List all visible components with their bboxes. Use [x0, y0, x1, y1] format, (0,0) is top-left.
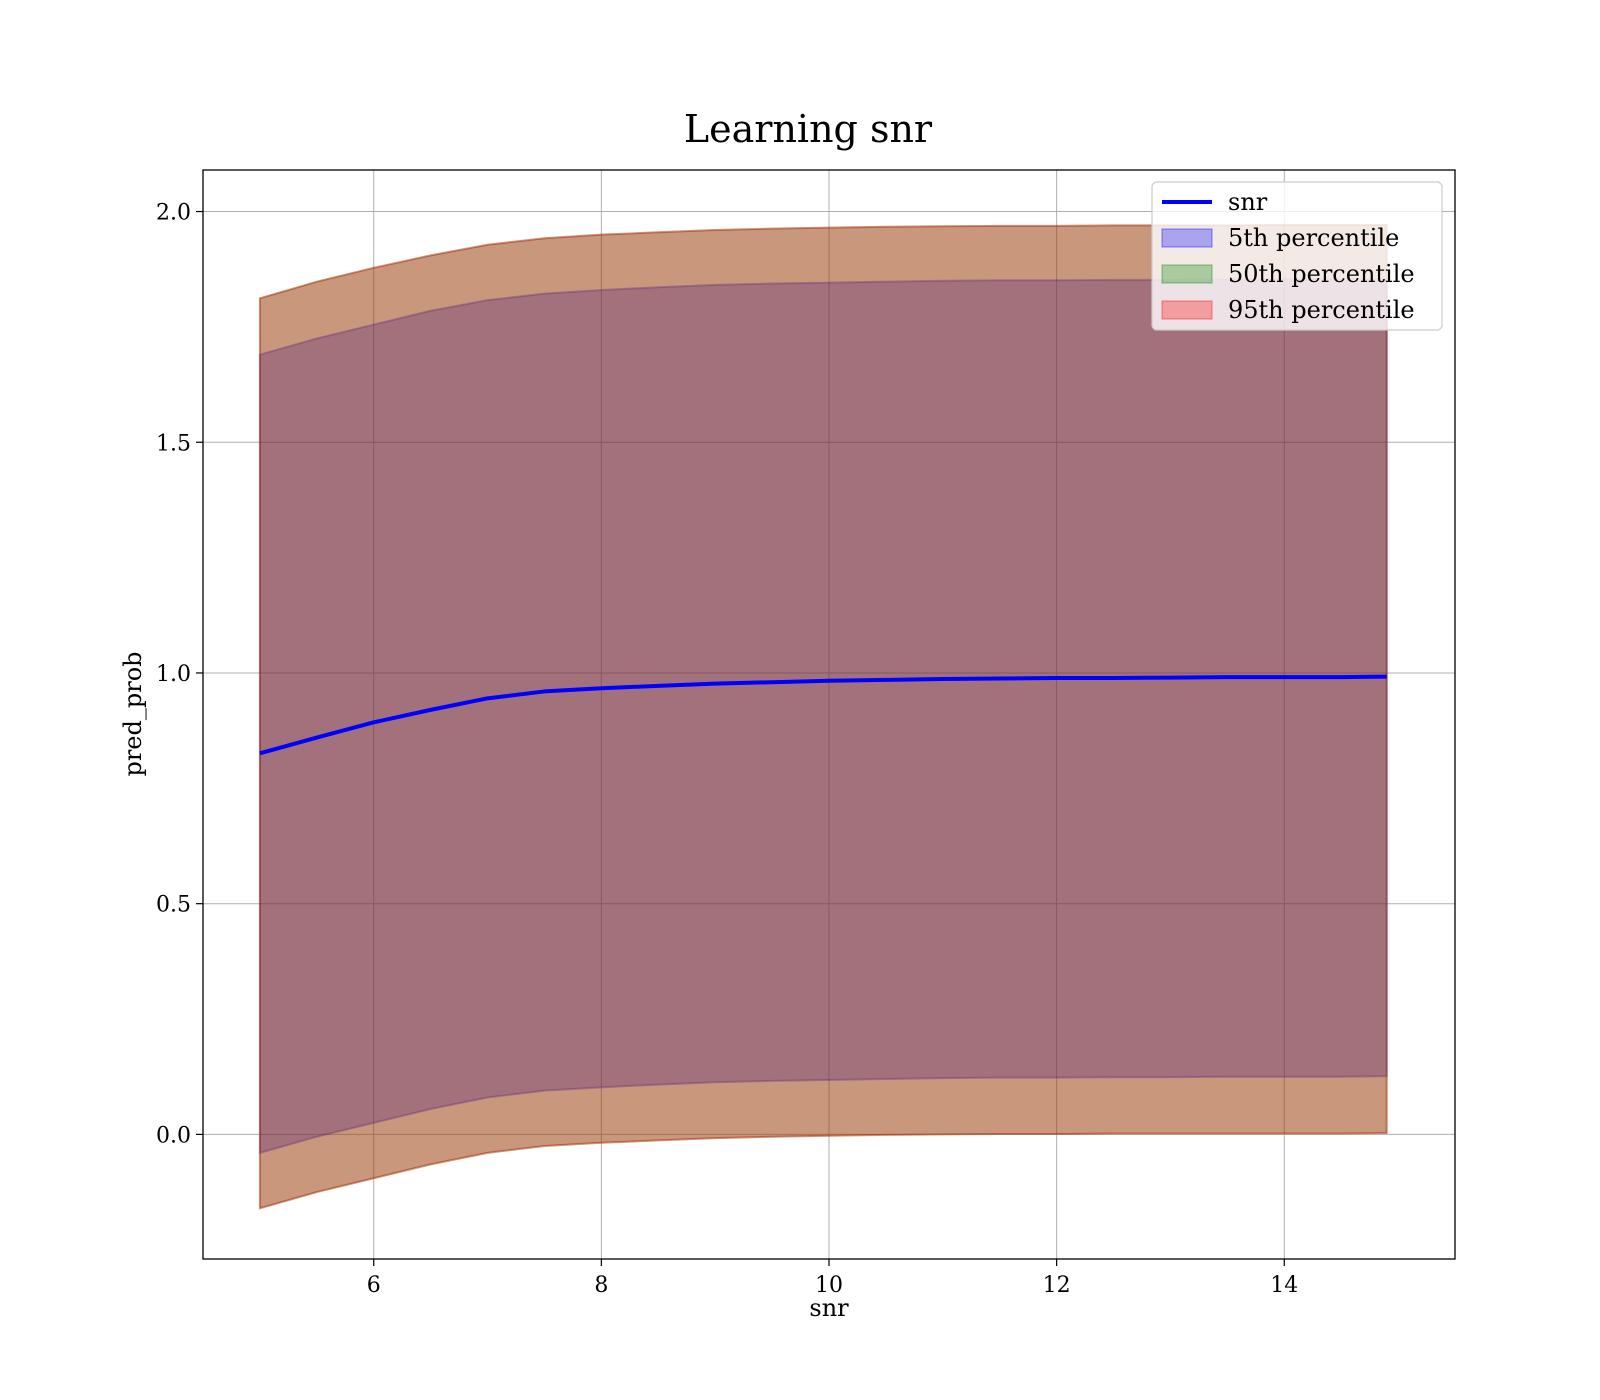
- legend-swatch-3: [1161, 300, 1213, 320]
- band-3: [258, 223, 1388, 1210]
- x-tick-label: 10: [815, 1273, 843, 1298]
- series-line-group: [259, 674, 1387, 756]
- y-axis-label: pred_prob: [119, 651, 147, 776]
- legend-box: [1151, 181, 1443, 331]
- chart-title: Learning snr: [684, 107, 933, 151]
- x-tick-label: 6: [367, 1273, 381, 1298]
- legend-label-1: 5th percentile: [1228, 224, 1399, 252]
- series-line-snr: [259, 674, 1387, 756]
- legend-swatch-1: [1161, 228, 1213, 248]
- y-tick-label: 1.0: [156, 662, 191, 687]
- legend-label-2: 50th percentile: [1228, 260, 1415, 288]
- y-tick-label: 0.0: [156, 1123, 191, 1148]
- x-axis-ticks: 6 8 10 12 14: [367, 1259, 1298, 1298]
- x-tick-label: 8: [594, 1273, 608, 1298]
- x-axis-label: snr: [809, 1294, 849, 1322]
- percentile-bands: [258, 223, 1388, 1210]
- y-tick-label: 1.5: [156, 431, 191, 456]
- x-tick-label: 12: [1043, 1273, 1071, 1298]
- legend-label-snr: snr: [1228, 188, 1268, 216]
- y-tick-label: 0.5: [156, 893, 191, 918]
- band-1: [258, 278, 1388, 1155]
- y-tick-label: 2.0: [156, 201, 191, 226]
- band-2: [258, 223, 1388, 1210]
- y-axis-ticks: 0.0 0.5 1.0 1.5 2.0: [156, 201, 203, 1148]
- x-tick-label: 14: [1270, 1273, 1298, 1298]
- legend-label-3: 95th percentile: [1228, 296, 1415, 324]
- legend-swatch-2: [1161, 264, 1213, 284]
- legend: snr 5th percentile 50th percentile 95th per…: [1151, 181, 1443, 331]
